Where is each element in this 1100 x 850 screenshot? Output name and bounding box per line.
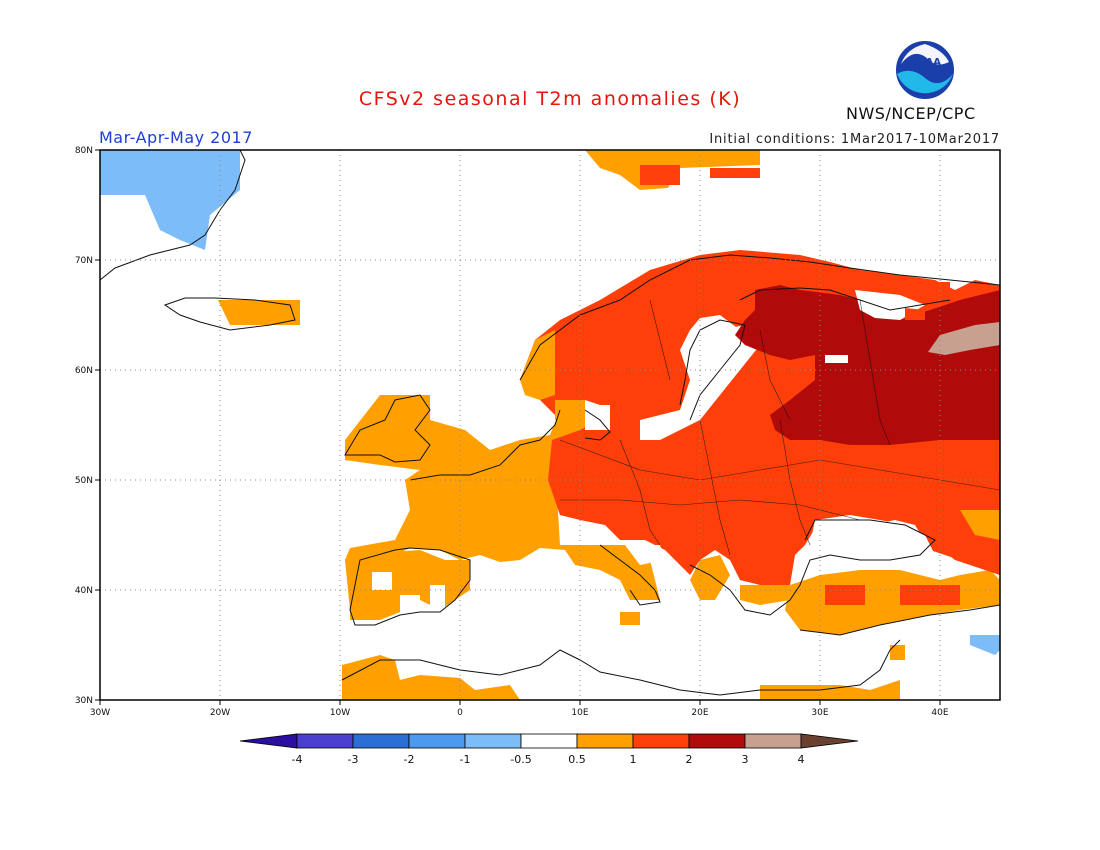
- initial-conditions: Initial conditions: 1Mar2017-10Mar2017: [709, 132, 1000, 147]
- latitude-labels: 80N 70N 60N 50N 40N 30N: [75, 146, 93, 706]
- lat-label: 70N: [75, 256, 93, 266]
- forecast-period: Mar-Apr-May 2017: [99, 128, 253, 147]
- anomaly-fields: [100, 150, 1000, 700]
- colorbar-segment: [688, 733, 746, 749]
- colorbar-segment: [576, 733, 634, 749]
- lon-label: 40E: [931, 708, 948, 718]
- west-europe-warm-anomaly: [345, 395, 660, 610]
- colorbar-segment: [744, 733, 802, 749]
- colorbar-segment: [464, 733, 522, 749]
- colorbar-segment: [296, 733, 354, 749]
- colorbar-label: -3: [348, 753, 359, 766]
- colorbar-label: 3: [742, 753, 749, 766]
- borders: [559, 299, 1001, 556]
- chart-title: CFSv2 seasonal T2m anomalies (K): [358, 88, 742, 110]
- lon-label: 30E: [811, 708, 828, 718]
- iceland-warm-anomaly: [218, 300, 300, 325]
- colorbar-segment: [520, 733, 578, 749]
- noaa-logo-text: NOAA: [909, 57, 941, 68]
- colorbar: [239, 733, 859, 749]
- greenland-cold-anomaly: [100, 150, 240, 250]
- colorbar-low-arrow: [239, 733, 298, 749]
- lat-label: 30N: [75, 696, 93, 706]
- colorbar-label: 0.5: [568, 753, 586, 766]
- colorbar-segment: [408, 733, 466, 749]
- svalbard-strong-anomaly: [640, 165, 680, 185]
- lon-label: 20E: [691, 708, 708, 718]
- turkey-warm-anomaly: [785, 570, 1000, 635]
- lon-label: 10E: [571, 708, 588, 718]
- colorbar-label: -1: [460, 753, 471, 766]
- lon-label: 30W: [90, 708, 110, 718]
- north-africa-warm-anomaly: [342, 655, 520, 700]
- colorbar-label: -4: [292, 753, 303, 766]
- lon-label: 10W: [330, 708, 350, 718]
- russia-3-4-anomaly: [928, 322, 1000, 355]
- lat-label: 60N: [75, 366, 93, 376]
- colorbar-label: 2: [686, 753, 693, 766]
- colorbar-label: -2: [404, 753, 415, 766]
- black-sea: [810, 515, 935, 560]
- lon-label: 20W: [210, 708, 230, 718]
- colorbar-label: -0.5: [510, 753, 531, 766]
- lon-label: 0: [457, 708, 463, 718]
- lat-label: 80N: [75, 146, 93, 156]
- russia-strong-warm-anomaly: [735, 285, 1000, 445]
- colorbar-label: 1: [630, 753, 637, 766]
- colorbar-segment: [632, 733, 690, 749]
- colorbar-high-arrow: [800, 733, 859, 749]
- organization-label: NWS/NCEP/CPC: [846, 104, 976, 123]
- gridlines: [100, 150, 1000, 700]
- middle-east-cold-anomaly: [970, 635, 1000, 655]
- map-frame: [99, 149, 1001, 701]
- colorbar-segment: [352, 733, 410, 749]
- longitude-labels: 30W 20W 10W 0 10E 20E 30E 40E: [90, 708, 949, 718]
- lat-label: 40N: [75, 586, 93, 596]
- noaa-logo: NOAA: [894, 39, 956, 101]
- lat-label: 50N: [75, 476, 93, 486]
- colorbar-labels: -4 -3 -2 -1 -0.5 0.5 1 2 3 4: [292, 753, 805, 766]
- colorbar-label: 4: [798, 753, 805, 766]
